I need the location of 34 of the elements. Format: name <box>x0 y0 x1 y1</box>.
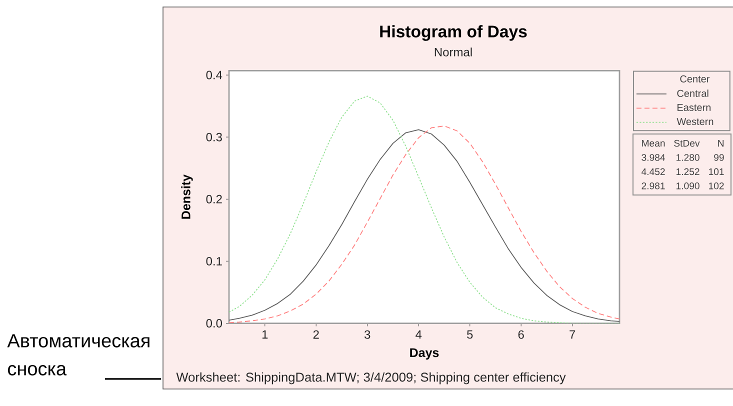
text: Автоматическая сноска <box>7 334 150 376</box>
x-tick-label: 5 <box>467 330 473 339</box>
x-tick-label: 7 <box>570 330 576 339</box>
chart-title: Histogram of Days <box>380 25 527 41</box>
text: 101 <box>709 168 724 176</box>
legend-label: Western <box>676 118 714 126</box>
x-tick-label: 1 <box>262 330 268 339</box>
y-tick-label: 0.2 <box>206 194 222 204</box>
x-tick-label: 2 <box>313 330 319 339</box>
y-axis-title: Density <box>181 174 193 219</box>
legend-label: Eastern <box>678 104 711 111</box>
y-tick-label: 0.4 <box>206 70 222 80</box>
text: 99 <box>714 154 724 161</box>
text: 1.090 <box>676 182 700 190</box>
x-tick-label: 3 <box>364 330 370 339</box>
x-tick-label: 4 <box>416 330 422 339</box>
text: 4.452 <box>641 168 665 176</box>
text: 1.280 <box>676 154 700 161</box>
legend-label: Central <box>677 90 708 97</box>
text: Mean <box>642 140 665 147</box>
chart-subtitle: Normal <box>434 48 472 56</box>
text: 102 <box>709 182 724 190</box>
x-axis-title: Days <box>410 348 439 360</box>
legend-title: Center <box>680 75 710 82</box>
text: StDev <box>674 140 700 147</box>
text: 2.981 <box>642 182 665 190</box>
y-tick-label: 0.0 <box>206 319 222 328</box>
y-tick-label: 0.1 <box>206 256 222 266</box>
x-tick-label: 6 <box>518 330 524 339</box>
text: N <box>718 140 724 147</box>
text: 1.252 <box>676 168 700 176</box>
y-tick-label: 0.3 <box>206 132 222 142</box>
text: 3.984 <box>642 154 666 161</box>
text: Worksheet: ShippingData.MTW; 3/4/2009; Shipping center efficiency <box>176 372 566 384</box>
